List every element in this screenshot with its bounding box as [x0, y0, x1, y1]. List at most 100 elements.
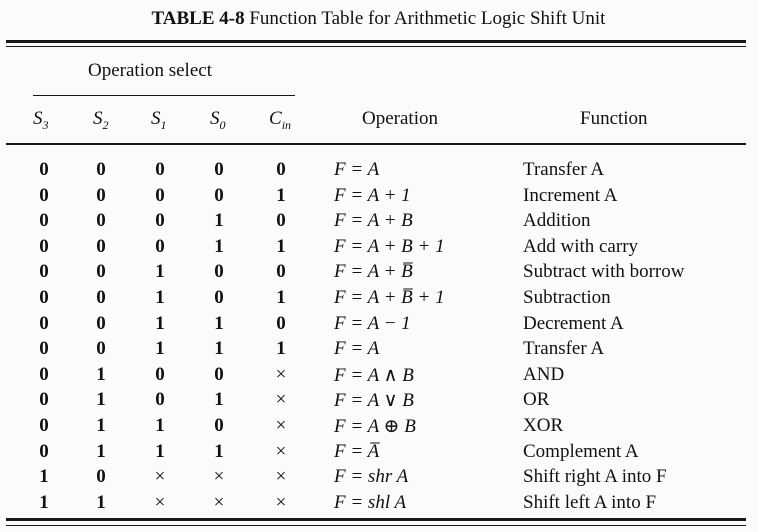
- cell-s0: 1: [214, 235, 224, 257]
- cell-s1: 0: [155, 235, 165, 257]
- header-cin: Cin: [269, 108, 292, 132]
- cell-s2: 1: [96, 491, 106, 513]
- cell-s3: 0: [39, 184, 49, 206]
- cell-operation: F = shr A: [334, 466, 409, 488]
- cell-function: Shift right A into F: [523, 466, 667, 488]
- top-rule-thin: [6, 46, 746, 47]
- cell-s2: 1: [96, 389, 106, 411]
- table-row: 1 1 × × × F = shl A Shift left A into F: [0, 492, 757, 517]
- cell-function: Increment A: [523, 184, 618, 206]
- cell-s1: 0: [155, 184, 165, 206]
- cell-s3: 0: [39, 363, 49, 385]
- cell-s2: 0: [96, 287, 106, 308]
- table-row: 0 0 1 0 0 F = A + B̅ Subtract with borrow: [0, 261, 757, 286]
- cell-function: XOR: [523, 415, 564, 436]
- cell-s2: 0: [96, 210, 106, 232]
- cell-s3: 0: [39, 389, 49, 411]
- table-row: 0 1 0 1 × F = A ∨ B OR: [0, 389, 757, 414]
- header-operation: Operation: [362, 108, 438, 129]
- cell-s0: 1: [214, 210, 224, 232]
- cell-s3: 0: [39, 287, 49, 308]
- cell-operation: F = A̅: [334, 440, 380, 462]
- cell-s1: 1: [155, 440, 165, 462]
- cell-s3: 0: [39, 415, 49, 436]
- header-s0: S0: [210, 108, 226, 132]
- cell-function: Add with carry: [523, 235, 639, 257]
- cell-cin: 0: [276, 261, 286, 283]
- cell-cin: ×: [275, 363, 287, 385]
- cell-s0: ×: [213, 491, 225, 513]
- cell-operation: F = A + B: [334, 210, 413, 232]
- cell-s0: 0: [214, 159, 224, 180]
- cell-s2: 0: [96, 338, 106, 360]
- cell-operation: F = A ⊕ B: [334, 416, 416, 437]
- cell-s1: 1: [155, 287, 165, 308]
- cell-s2: 1: [96, 363, 106, 385]
- cell-s2: 1: [96, 440, 106, 462]
- cell-cin: ×: [275, 389, 287, 411]
- cell-operation: F = A ∧ B: [334, 364, 414, 386]
- cell-cin: ×: [275, 491, 287, 513]
- cell-function: OR: [523, 389, 550, 411]
- cell-cin: 0: [276, 312, 286, 334]
- table-row: 0 1 1 1 × F = A̅ Complement A: [0, 441, 757, 466]
- cell-operation: F = shl A: [334, 491, 407, 513]
- table-row: 0 0 1 1 1 F = A Transfer A: [0, 338, 757, 363]
- table-row: 0 0 0 1 0 F = A + B Addition: [0, 210, 757, 235]
- cell-cin: 1: [276, 287, 286, 308]
- table-number: TABLE 4-8: [151, 8, 245, 29]
- cell-s3: 0: [39, 159, 49, 180]
- cell-s1: 0: [155, 210, 165, 232]
- cell-s1: 1: [155, 338, 165, 360]
- cell-cin: 1: [276, 338, 286, 360]
- cell-operation: F = A − 1: [334, 312, 411, 334]
- table-row: 1 0 × × × F = shr A Shift right A into F: [0, 466, 757, 491]
- operation-select-header: Operation select: [88, 60, 212, 81]
- cell-operation: F = A + 1: [334, 184, 411, 206]
- header-s3: S3: [33, 108, 49, 132]
- bottom-rule: [6, 518, 746, 521]
- cell-s1: 0: [155, 363, 165, 385]
- cell-operation: F = A ∨ B: [334, 390, 414, 412]
- table-row: 0 0 0 1 1 F = A + B + 1 Add with carry: [0, 236, 757, 261]
- bottom-rule-thin: [6, 525, 746, 526]
- cell-cin: 1: [276, 184, 286, 206]
- top-rule: [6, 40, 746, 43]
- cell-s1: 1: [155, 261, 165, 283]
- cell-s0: 0: [214, 363, 224, 385]
- table-row: 0 0 0 0 1 F = A + 1 Increment A: [0, 185, 757, 210]
- cell-s2: 0: [96, 159, 106, 180]
- cell-s0: 1: [214, 312, 224, 334]
- cell-operation: F = A: [334, 159, 380, 180]
- operation-select-underline: [33, 95, 295, 96]
- table-row: 0 0 0 0 0 F = A Transfer A: [0, 159, 757, 184]
- cell-s3: 0: [39, 440, 49, 462]
- cell-function: Decrement A: [523, 312, 624, 334]
- cell-s0: 1: [214, 389, 224, 411]
- cell-function: Subtract with borrow: [523, 261, 685, 283]
- cell-function: Addition: [523, 210, 591, 232]
- header-s1: S1: [151, 108, 167, 132]
- table-caption: TABLE 4-8 Function Table for Arithmetic …: [0, 8, 757, 30]
- cell-s3: 0: [39, 210, 49, 232]
- cell-s0: 1: [214, 338, 224, 360]
- cell-s0: 0: [214, 415, 224, 436]
- cell-s2: 0: [96, 466, 106, 488]
- cell-s2: 1: [96, 415, 106, 436]
- table-row: 0 1 0 0 × F = A ∧ B AND: [0, 364, 757, 389]
- cell-s1: 0: [155, 389, 165, 411]
- cell-s3: 1: [39, 466, 49, 488]
- cell-s0: ×: [213, 466, 225, 488]
- cell-function: Complement A: [523, 440, 639, 462]
- header-s2: S2: [93, 108, 109, 132]
- cell-s0: 0: [214, 287, 224, 308]
- cell-s0: 0: [214, 184, 224, 206]
- cell-s2: 0: [96, 235, 106, 257]
- cell-cin: 0: [276, 210, 286, 232]
- header-function: Function: [580, 108, 648, 129]
- cell-operation: F = A + B̅ + 1: [334, 287, 445, 308]
- cell-operation: F = A + B + 1: [334, 235, 445, 257]
- cell-function: Shift left A into F: [523, 491, 657, 513]
- cell-s3: 0: [39, 312, 49, 334]
- cell-operation: F = A + B̅: [334, 261, 413, 283]
